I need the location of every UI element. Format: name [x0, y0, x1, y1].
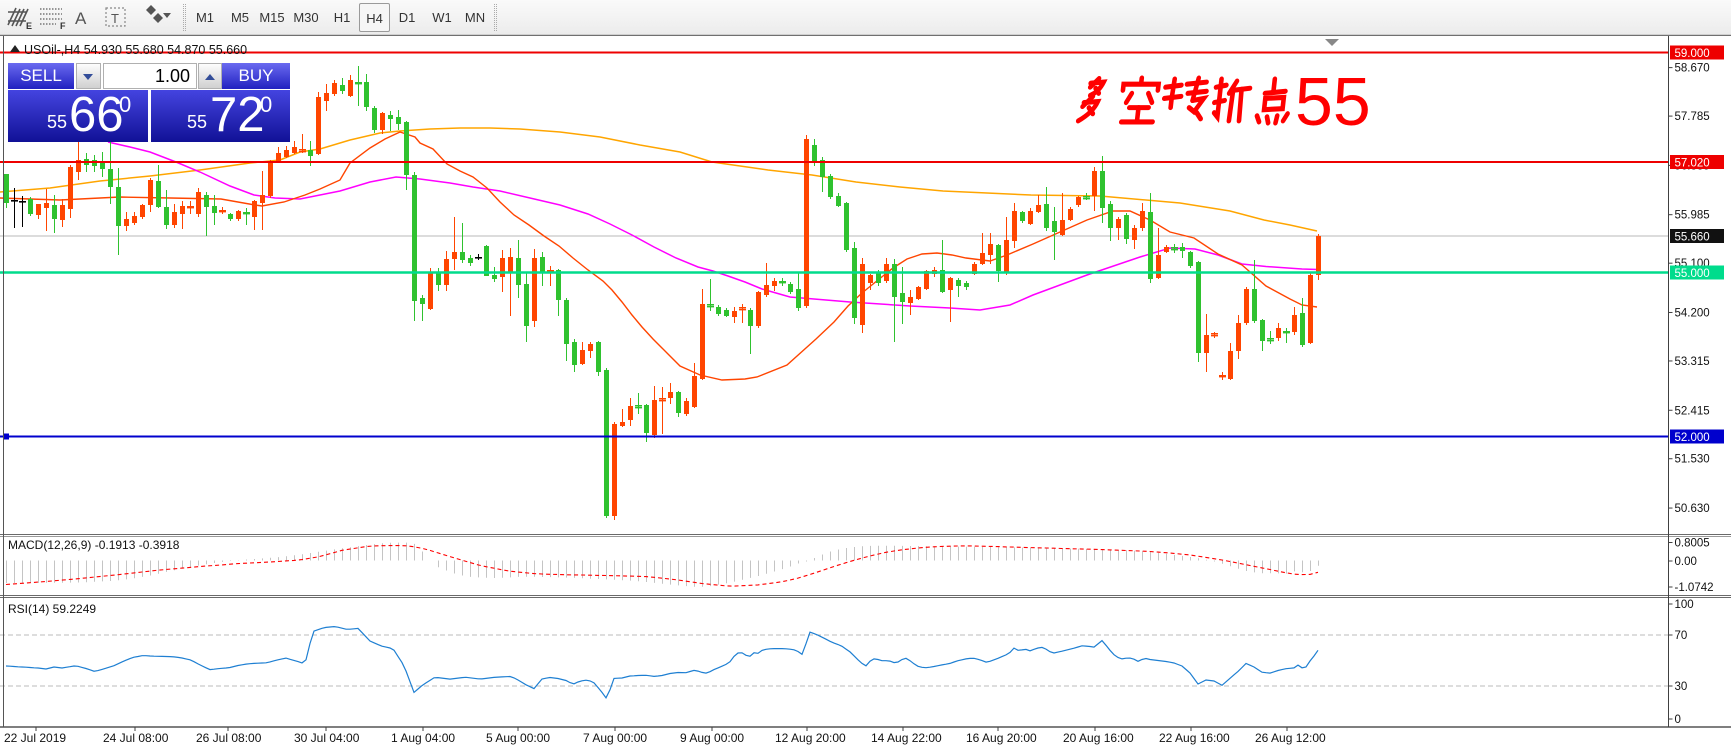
- svg-text:55.660: 55.660: [1675, 232, 1710, 244]
- svg-text:54.200: 54.200: [1675, 307, 1710, 319]
- svg-text:16 Aug 20:00: 16 Aug 20:00: [966, 731, 1037, 745]
- svg-text:30 Jul 04:00: 30 Jul 04:00: [294, 731, 360, 745]
- svg-text:22 Jul 2019: 22 Jul 2019: [4, 731, 66, 745]
- svg-text:-1.0742: -1.0742: [1675, 582, 1714, 594]
- svg-text:30: 30: [1675, 681, 1688, 693]
- svg-text:22 Aug 16:00: 22 Aug 16:00: [1159, 731, 1230, 745]
- svg-text:70: 70: [1675, 630, 1688, 642]
- svg-text:53.315: 53.315: [1675, 356, 1710, 368]
- svg-text:F: F: [60, 21, 66, 31]
- svg-text:USOil-,H4 54.930 55.680 54.87: USOil-,H4 54.930 55.680 54.870 55.660: [24, 43, 247, 57]
- svg-text:E: E: [26, 21, 32, 31]
- svg-text:55.000: 55.000: [1675, 268, 1710, 280]
- svg-text:59.000: 59.000: [1675, 48, 1710, 60]
- svg-text:57.785: 57.785: [1675, 111, 1710, 123]
- svg-text:20 Aug 16:00: 20 Aug 16:00: [1063, 731, 1134, 745]
- svg-text:51.530: 51.530: [1675, 454, 1710, 466]
- svg-text:0.8005: 0.8005: [1675, 538, 1710, 550]
- svg-text:MACD(12,26,9) -0.1913 -0.3918: MACD(12,26,9) -0.1913 -0.3918: [8, 538, 180, 552]
- svg-text:52.415: 52.415: [1675, 405, 1710, 417]
- svg-text:26 Aug 12:00: 26 Aug 12:00: [1255, 731, 1326, 745]
- svg-text:7 Aug 00:00: 7 Aug 00:00: [583, 731, 647, 745]
- svg-text:50.630: 50.630: [1675, 503, 1710, 515]
- svg-text:T: T: [111, 11, 119, 26]
- svg-text:9 Aug 00:00: 9 Aug 00:00: [680, 731, 744, 745]
- svg-text:52.000: 52.000: [1675, 432, 1710, 444]
- svg-text:0: 0: [1675, 714, 1681, 726]
- svg-text:1 Aug 04:00: 1 Aug 04:00: [391, 731, 455, 745]
- svg-text:A: A: [75, 9, 87, 28]
- svg-text:58.670: 58.670: [1675, 63, 1710, 75]
- svg-text:5 Aug 00:00: 5 Aug 00:00: [486, 731, 550, 745]
- svg-text:55.985: 55.985: [1675, 210, 1710, 222]
- svg-text:12 Aug 20:00: 12 Aug 20:00: [775, 731, 846, 745]
- svg-text:14 Aug 22:00: 14 Aug 22:00: [871, 731, 942, 745]
- svg-text:RSI(14) 59.2249: RSI(14) 59.2249: [8, 602, 96, 616]
- svg-text:24 Jul 08:00: 24 Jul 08:00: [103, 731, 169, 745]
- svg-text:0.00: 0.00: [1675, 556, 1697, 568]
- svg-text:100: 100: [1675, 599, 1694, 611]
- svg-text:55: 55: [1295, 64, 1371, 140]
- svg-text:26 Jul 08:00: 26 Jul 08:00: [196, 731, 262, 745]
- svg-text:57.020: 57.020: [1675, 158, 1710, 170]
